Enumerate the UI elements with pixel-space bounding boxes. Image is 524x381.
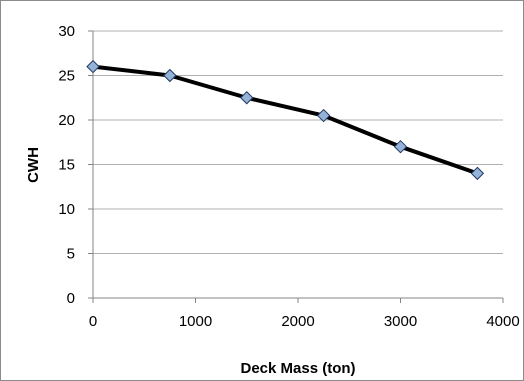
data-point-marker bbox=[240, 91, 254, 105]
x-axis-title: Deck Mass (ton) bbox=[240, 360, 355, 377]
x-tick-label: 2000 bbox=[281, 313, 314, 330]
y-tick-label: 30 bbox=[58, 23, 75, 40]
y-tick-label: 0 bbox=[67, 290, 75, 307]
series-line bbox=[92, 64, 479, 176]
y-tick-label: 25 bbox=[58, 68, 75, 85]
series bbox=[86, 59, 485, 181]
data-point-marker bbox=[316, 108, 331, 123]
data-point-marker bbox=[86, 59, 100, 74]
x-tick-label: 0 bbox=[89, 313, 97, 330]
data-point-marker bbox=[163, 68, 177, 83]
y-axis-title: CWH bbox=[25, 147, 42, 183]
y-tick-label: 15 bbox=[58, 157, 75, 174]
gridlines bbox=[93, 30, 503, 254]
data-point-marker bbox=[393, 139, 408, 154]
x-tick-labels: 0 1000 2000 3000 4000 bbox=[89, 313, 520, 330]
x-tick-label: 1000 bbox=[179, 313, 212, 330]
y-tick-label: 10 bbox=[58, 201, 75, 218]
data-point-marker bbox=[470, 166, 485, 181]
x-tick-label: 3000 bbox=[384, 313, 417, 330]
y-tick-label: 5 bbox=[67, 246, 75, 263]
y-tick-labels: 0 5 10 15 20 25 30 bbox=[58, 23, 75, 307]
y-tick-label: 20 bbox=[58, 112, 75, 129]
x-tick-label: 4000 bbox=[486, 313, 519, 330]
axes bbox=[88, 30, 504, 303]
